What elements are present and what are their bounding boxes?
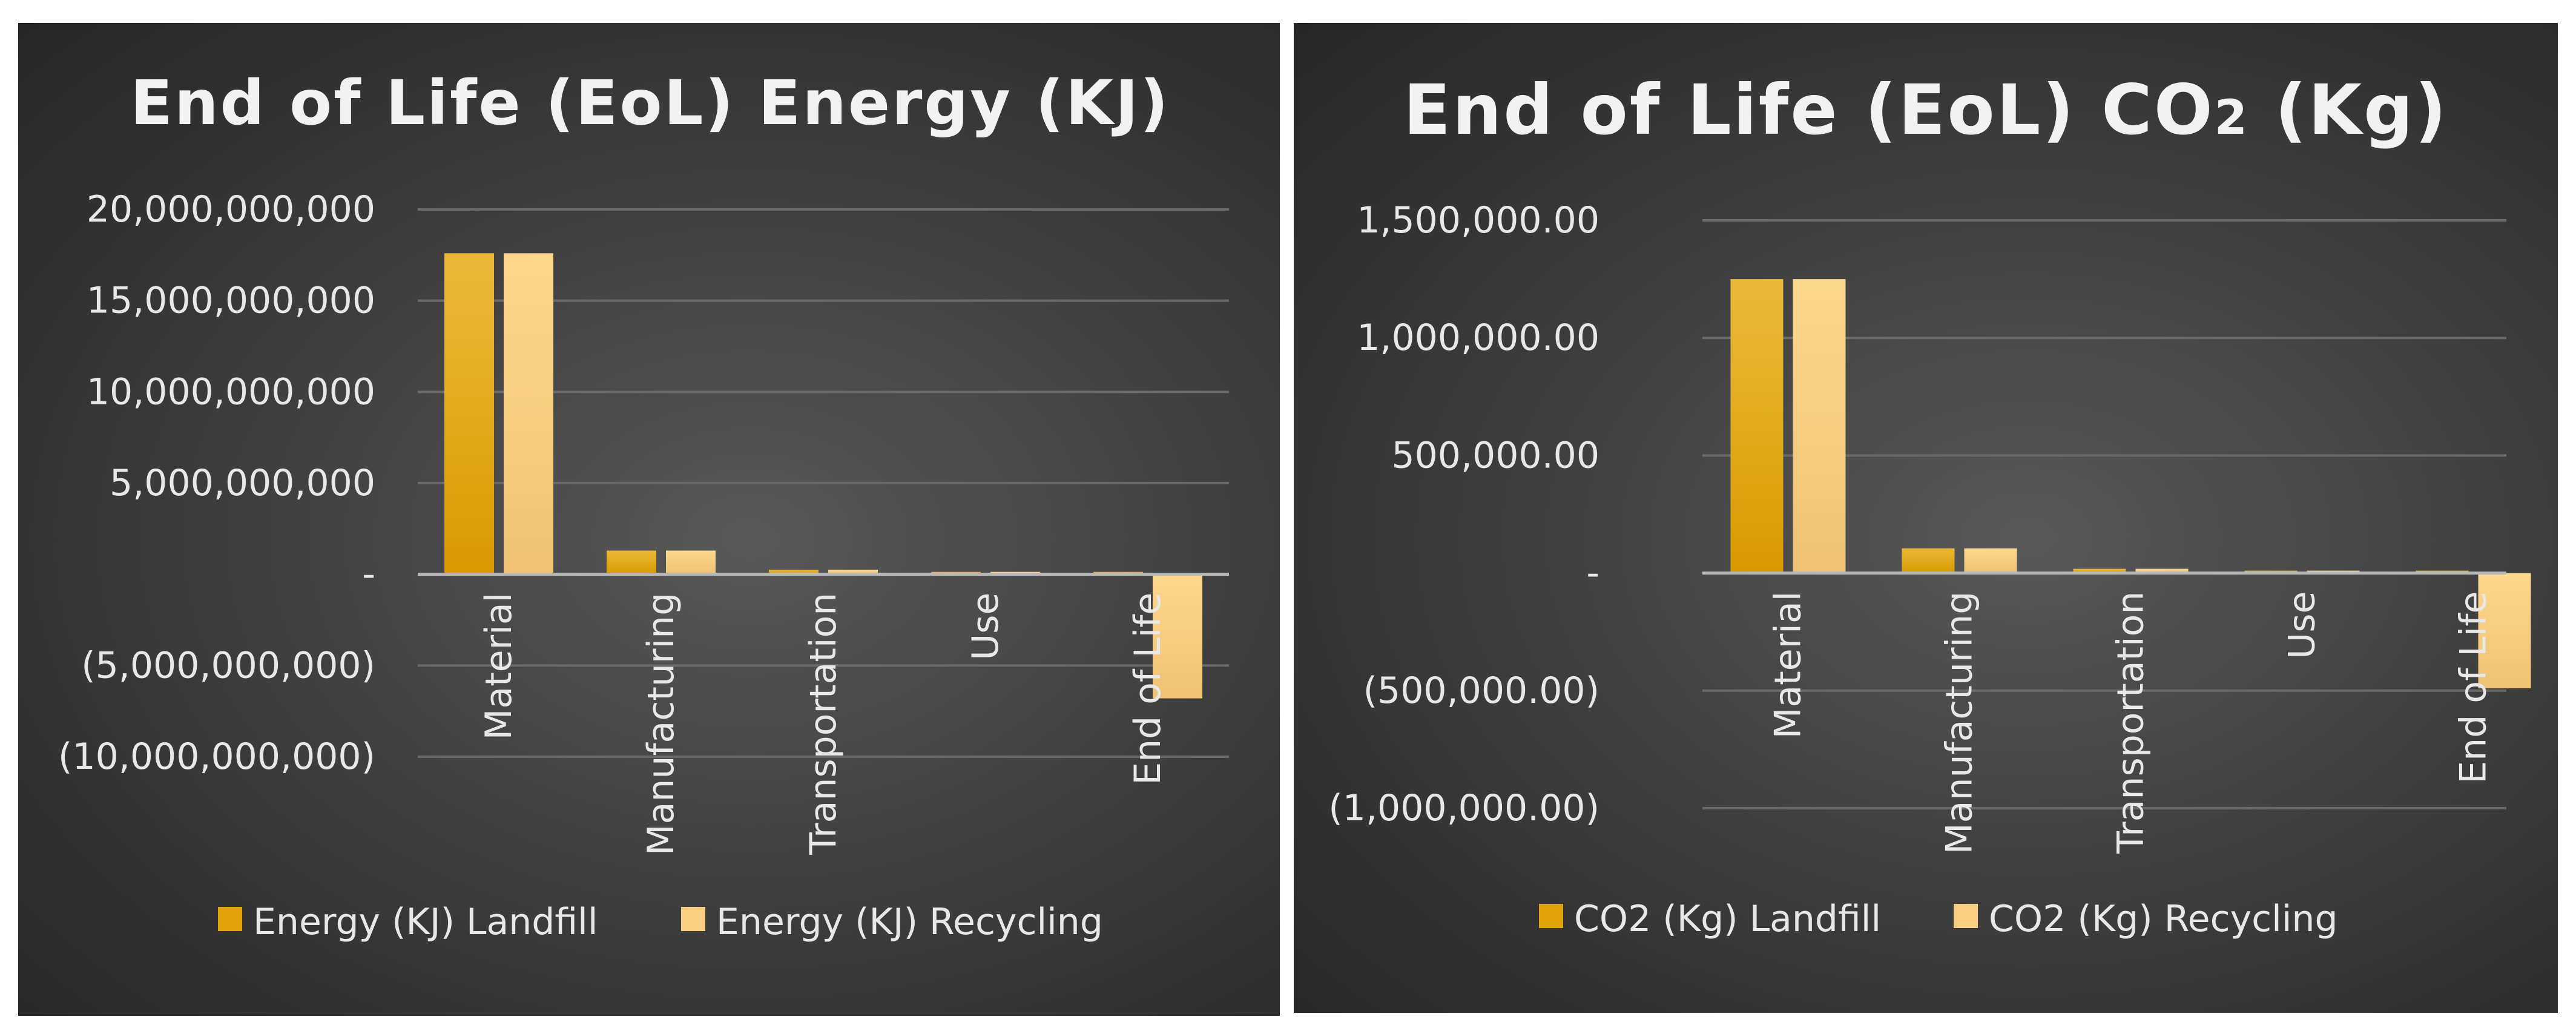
energy-legend-swatch-energy-kj-landfill [218,907,242,931]
co2-y-tick-label: (1,000,000.00) [1328,787,1599,829]
energy-bar-energy-kj-recycling-transportation [828,570,878,575]
energy-chart: End of Life (EoL) Energy (KJ) 20,000,000… [58,67,1229,943]
co2-legend-swatch-co2-kg-landfill [1539,904,1563,928]
co2-bar-co2-kg-recycling-manufacturing [1964,548,2017,573]
energy-legend-label: Energy (KJ) Recycling [716,901,1103,943]
co2-x-tick-label: Transportation [2110,591,2152,854]
energy-x-tick-label: Transportation [802,593,845,855]
co2-chart-title: End of Life (EoL) CO2 (Kg) [1403,70,2448,150]
energy-y-tick-label: (10,000,000,000) [58,736,375,778]
energy-legend-label: Energy (KJ) Landfill [253,901,598,943]
co2-y-tick-label: 1,000,000.00 [1357,317,1599,359]
co2-legend-label: CO2 (Kg) Recycling [1989,898,2338,940]
energy-y-tick-label: 5,000,000,000 [110,462,375,504]
energy-x-tick-label: Manufacturing [640,593,682,855]
energy-y-tick-label: 20,000,000,000 [87,188,375,231]
energy-x-tick-label: End of Life [1127,593,1169,785]
co2-bar-co2-kg-recycling-end-of-life [2478,573,2531,688]
energy-y-tick-label: - [362,553,375,596]
co2-x-tick-label: Manufacturing [1939,591,1981,854]
co2-bar-co2-kg-landfill-transportation [2073,568,2126,573]
energy-legend: Energy (KJ) Landfill Energy (KJ) Recyclin… [218,901,1103,943]
co2-chart: End of Life (EoL) CO2 (Kg) 1,500,000.00 1… [1328,70,2531,940]
energy-bar-energy-kj-landfill-material [444,253,494,575]
energy-y-tick-label: 15,000,000,000 [87,280,375,322]
co2-bar-co2-kg-recycling-material [1793,279,1846,573]
co2-y-tick-label: 500,000.00 [1391,434,1599,476]
co2-x-tick-label: End of Life [2452,591,2495,784]
co2-legend-swatch-co2-kg-recycling [1954,904,1978,928]
co2-y-tick-label: 1,500,000.00 [1357,199,1599,242]
co2-bar-co2-kg-landfill-material [1730,279,1784,573]
co2-legend: CO2 (Kg) Landfill CO2 (Kg) Recycling [1539,898,2338,940]
co2-x-tick-label: Use [2281,591,2324,659]
co2-legend-label: CO2 (Kg) Landfill [1574,898,1881,940]
co2-y-tick-label: (500,000.00) [1363,670,1599,712]
energy-x-tick-label: Use [964,593,1007,660]
energy-bar-energy-kj-recycling-material [504,253,553,575]
energy-legend-swatch-energy-kj-recycling [681,907,705,931]
energy-bar-energy-kj-recycling-manufacturing [666,550,716,575]
energy-bar-energy-kj-landfill-transportation [769,570,819,575]
energy-chart-title: End of Life (EoL) Energy (KJ) [130,67,1170,139]
energy-bar-energy-kj-recycling-end-of-life [1153,574,1202,699]
energy-y-tick-label: 10,000,000,000 [87,370,375,413]
co2-bar-co2-kg-recycling-transportation [2135,568,2189,573]
energy-bar-energy-kj-landfill-manufacturing [607,550,656,575]
co2-y-tick-label: - [1586,552,1599,594]
co2-bar-co2-kg-landfill-manufacturing [1902,548,1955,573]
co2-x-tick-label: Material [1767,591,1810,739]
energy-chart-panel: End of Life (EoL) Energy (KJ) 20,000,000… [18,23,1280,1016]
co2-chart-panel: End of Life (EoL) CO2 (Kg) 1,500,000.00 1… [1294,23,2558,1013]
energy-y-tick-label: (5,000,000,000) [81,644,375,687]
energy-x-tick-label: Material [478,593,520,740]
